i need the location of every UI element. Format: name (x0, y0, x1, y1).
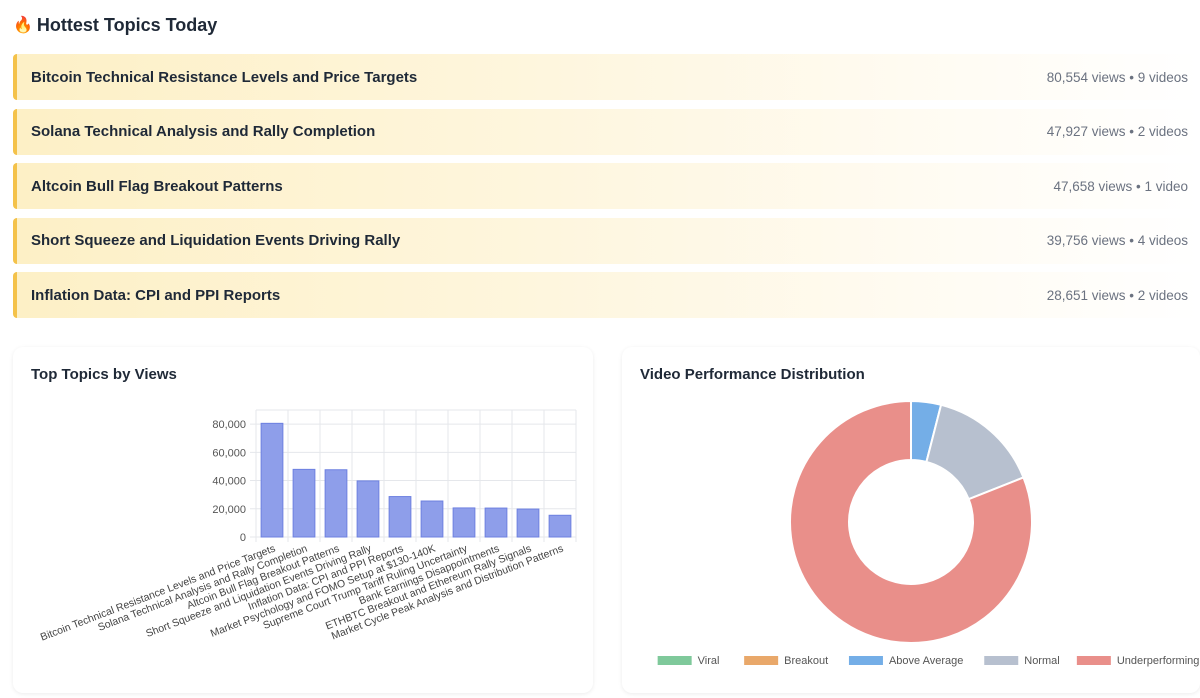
topic-row-3[interactable]: Altcoin Bull Flag Breakout Patterns 47,6… (13, 163, 1200, 209)
y-tick-label: 40,000 (212, 476, 246, 488)
legend-item[interactable]: Breakout (744, 655, 828, 667)
topic-title: Inflation Data: CPI and PPI Reports (31, 286, 281, 304)
doughnut-chart: Viral Breakout Above Average Normal Underper… (657, 399, 1200, 667)
legend-item[interactable]: Underperforming (1076, 655, 1200, 667)
bar[interactable] (452, 507, 476, 538)
legend-swatch (848, 656, 883, 665)
bar[interactable] (516, 508, 540, 538)
topic-title: Altcoin Bull Flag Breakout Patterns (31, 177, 283, 195)
bar[interactable] (420, 500, 444, 538)
topic-row-4[interactable]: Short Squeeze and Liquidation Events Dri… (13, 217, 1200, 264)
legend-label: Breakout (784, 655, 828, 667)
topic-meta: 80,554 views • 9 videos (1046, 69, 1188, 85)
performance-card: Video Performance Distribution Viral Brea… (622, 347, 1200, 693)
topic-row-2[interactable]: Solana Technical Analysis and Rally Comp… (13, 108, 1200, 155)
doughnut-slice-underperforming[interactable] (789, 399, 1033, 644)
bar[interactable] (356, 480, 380, 538)
legend-swatch (657, 656, 692, 665)
page-header: 🔥 Hottest Topics Today (13, 15, 217, 36)
topic-meta: 28,651 views • 2 videos (1046, 287, 1188, 303)
legend-label: Underperforming (1117, 655, 1200, 667)
y-tick-label: 0 (240, 532, 246, 544)
legend-swatch (1076, 656, 1111, 665)
y-tick-label: 20,000 (212, 504, 246, 516)
y-tick-label: 80,000 (212, 419, 246, 431)
page-title: Hottest Topics Today (36, 15, 218, 35)
bar[interactable] (388, 496, 412, 538)
bar[interactable] (324, 469, 348, 538)
bar[interactable] (484, 507, 508, 538)
legend-label: Viral (698, 655, 720, 667)
bar[interactable] (292, 468, 316, 538)
legend-swatch (744, 656, 779, 665)
y-tick-label: 60,000 (212, 447, 246, 459)
hottest-topics-list: Bitcoin Technical Resistance Levels and … (13, 54, 1200, 327)
topic-row-1[interactable]: Bitcoin Technical Resistance Levels and … (13, 54, 1200, 100)
bar[interactable] (548, 514, 572, 538)
topic-title: Short Squeeze and Liquidation Events Dri… (31, 232, 401, 249)
legend-item[interactable]: Normal (984, 655, 1060, 667)
topic-row-5[interactable]: Inflation Data: CPI and PPI Reports 28,6… (13, 272, 1200, 318)
legend-swatch (984, 656, 1019, 665)
top-topics-card: Top Topics by Views 0 20,000 40,000 60,000 8… (13, 347, 593, 693)
topic-meta: 47,658 views • 1 video (1053, 178, 1188, 194)
fire-icon: 🔥 (13, 16, 33, 34)
legend-item[interactable]: Above Average (848, 655, 963, 667)
topic-meta: 39,756 views • 4 videos (1046, 233, 1188, 248)
bar-chart-title: Top Topics by Views (31, 366, 177, 383)
topic-meta: 47,927 views • 2 videos (1046, 124, 1188, 139)
legend-item[interactable]: Viral (657, 655, 720, 667)
legend-label: Above Average (889, 655, 963, 667)
pie-chart-title: Video Performance Distribution (640, 366, 865, 383)
legend-label: Normal (1024, 655, 1059, 667)
topic-title: Bitcoin Technical Resistance Levels and … (31, 68, 418, 86)
bar[interactable] (260, 422, 284, 538)
topic-title: Solana Technical Analysis and Rally Comp… (31, 123, 376, 140)
